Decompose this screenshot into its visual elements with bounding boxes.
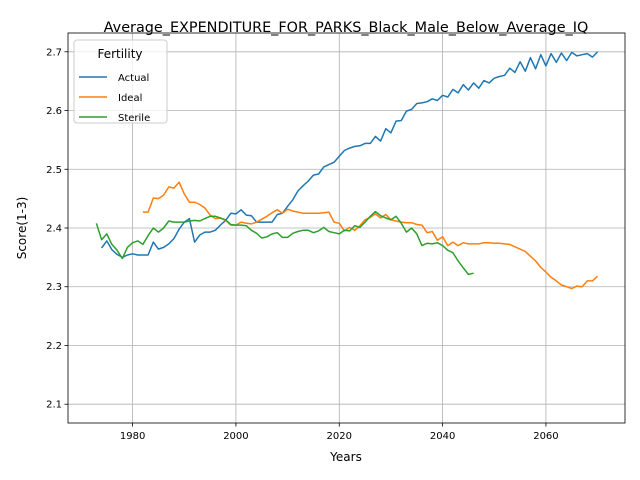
y-tick-label: 2.1 xyxy=(46,400,62,411)
legend-box xyxy=(73,39,168,124)
legend-label-sterile: Sterile xyxy=(118,113,150,124)
x-tick-label: 2060 xyxy=(533,431,558,442)
legend: Fertility Actual Ideal Sterile xyxy=(73,39,168,124)
y-axis: 2.1 2.2 2.3 2.4 2.5 2.6 2.7 xyxy=(46,47,68,411)
x-tick-label: 2040 xyxy=(430,431,455,442)
x-tick-label: 2020 xyxy=(327,431,352,442)
y-tick-label: 2.4 xyxy=(46,224,62,235)
chart-title: Average_EXPENDITURE_FOR_PARKS_Black_Male… xyxy=(104,20,589,36)
y-axis-label: Score(1-3) xyxy=(15,197,29,260)
y-tick-label: 2.6 xyxy=(46,106,62,117)
y-tick-label: 2.5 xyxy=(46,165,62,176)
x-axis: 1980 2000 2020 2040 2060 xyxy=(120,423,559,442)
y-tick-label: 2.3 xyxy=(46,282,62,293)
x-axis-label: Years xyxy=(329,450,362,464)
x-tick-label: 1980 xyxy=(120,431,145,442)
legend-label-ideal: Ideal xyxy=(118,93,142,104)
series-line-sterile xyxy=(95,210,474,276)
y-tick-label: 2.2 xyxy=(46,341,62,352)
legend-title: Fertility xyxy=(97,47,142,61)
series-line-ideal xyxy=(142,181,599,290)
x-tick-label: 2000 xyxy=(223,431,248,442)
series-line-actual xyxy=(100,51,599,259)
legend-label-actual: Actual xyxy=(118,73,149,84)
y-tick-label: 2.7 xyxy=(46,47,62,58)
series-lines xyxy=(95,51,599,290)
